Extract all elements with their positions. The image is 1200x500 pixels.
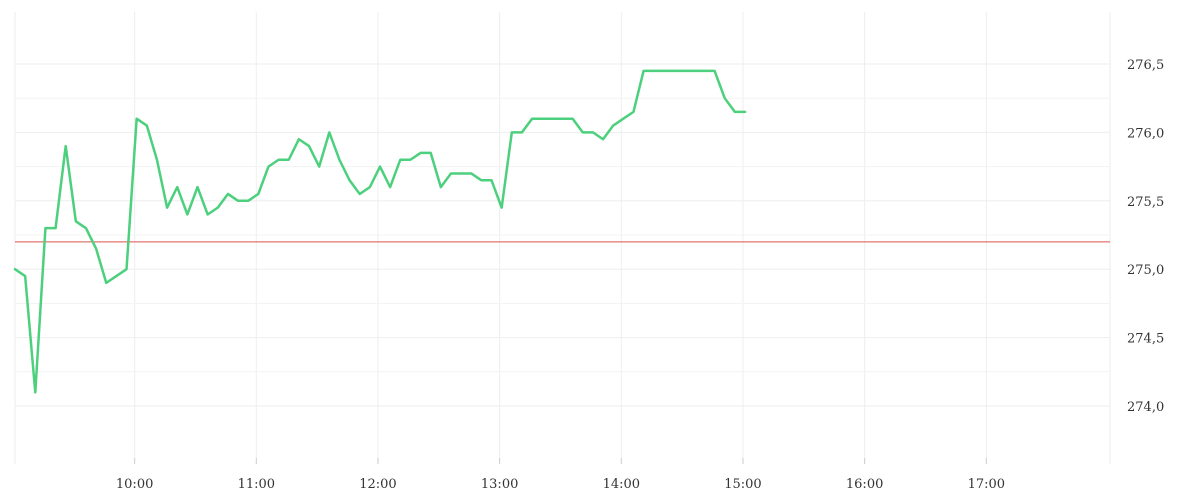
x-tick-label: 14:00 [603, 477, 640, 492]
grid-lines [14, 12, 1111, 464]
x-tick-labels: 10:00 11:00 12:00 13:00 14:00 15:00 16:00 17:00 [116, 477, 1005, 492]
y-tick-label: 274,5 [1127, 332, 1164, 347]
x-tick-label: 11:00 [238, 477, 275, 492]
series-layer [13, 69, 747, 394]
x-tick-label: 10:00 [116, 477, 153, 492]
y-tick-labels: 274,0 274,5 275,0 275,5 276,0 276,5 [1127, 58, 1164, 415]
axis-lines [134, 458, 987, 464]
y-tick-label: 274,0 [1127, 400, 1164, 415]
y-tick-label: 276,5 [1127, 58, 1164, 73]
x-tick-label: 17:00 [968, 477, 1005, 492]
x-tick-label: 16:00 [846, 477, 883, 492]
series-line [13, 69, 747, 394]
x-tick-label: 15:00 [724, 477, 761, 492]
y-tick-label: 276,0 [1127, 126, 1164, 141]
y-tick-label: 275,0 [1127, 263, 1164, 278]
x-tick-label: 13:00 [481, 477, 518, 492]
x-tick-label: 12:00 [359, 477, 396, 492]
y-tick-label: 275,5 [1127, 195, 1164, 210]
